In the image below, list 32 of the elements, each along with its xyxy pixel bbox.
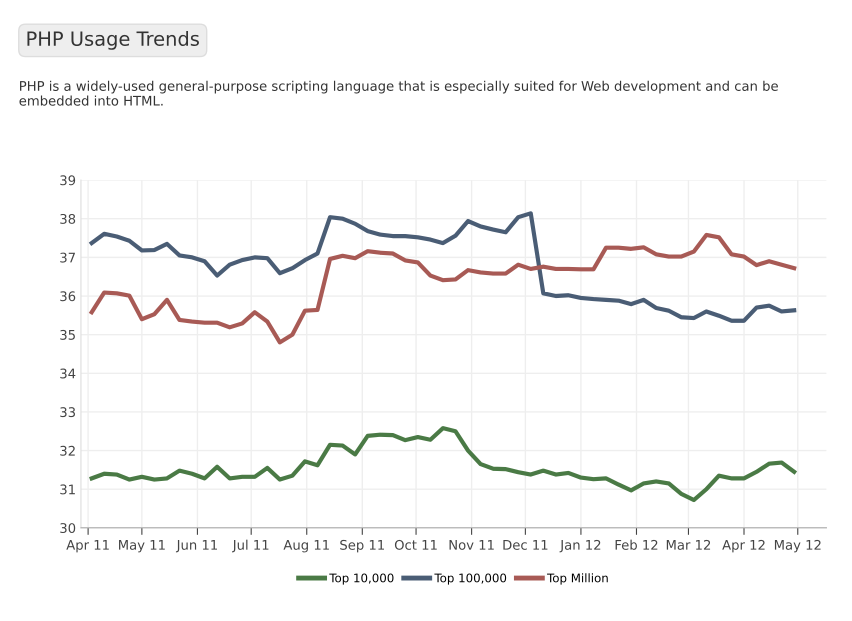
legend-label: Top 100,000 bbox=[434, 573, 506, 585]
x-tick-label: Jun 11 bbox=[176, 540, 218, 552]
legend-label: Top Million bbox=[547, 573, 608, 585]
y-tick-label: 37 bbox=[60, 252, 75, 263]
y-tick-label: 30 bbox=[60, 523, 76, 534]
y-tick-label: 34 bbox=[60, 368, 76, 378]
y-tick-label: 33 bbox=[60, 407, 76, 418]
x-tick-label: May 12 bbox=[774, 540, 821, 552]
x-tick-label: Apr 11 bbox=[66, 540, 109, 552]
line-series bbox=[90, 426, 796, 502]
x-tick-label: Sep 11 bbox=[340, 540, 384, 552]
y-tick-label: 38 bbox=[60, 214, 76, 224]
x-tick-label: Dec 11 bbox=[503, 540, 548, 550]
line-series bbox=[90, 232, 796, 344]
x-tick-label: Jul 11 bbox=[232, 540, 268, 552]
y-tick-label: 31 bbox=[60, 484, 75, 494]
chart-subtitle: PHP is a widely-used general-purpose scripting language that is especially suited for Web development and can be embedded into HTML. bbox=[19, 80, 778, 106]
x-tick-label: Feb 12 bbox=[616, 540, 658, 550]
x-tick-label: Oct 11 bbox=[394, 540, 437, 550]
x-tick-label: Apr 12 bbox=[722, 540, 765, 552]
y-tick-label: 35 bbox=[60, 330, 75, 340]
x-tick-label: Nov 11 bbox=[450, 540, 494, 550]
x-tick-label: Jan 12 bbox=[560, 540, 600, 552]
line-series bbox=[90, 211, 796, 323]
y-tick-label: 32 bbox=[60, 446, 75, 456]
x-tick-label: Mar 12 bbox=[666, 540, 710, 550]
y-tick-label: 39 bbox=[60, 175, 76, 186]
legend-label: Top 10,000 bbox=[329, 573, 394, 585]
x-tick-label: Aug 11 bbox=[283, 540, 329, 552]
y-tick-label: 36 bbox=[60, 291, 76, 302]
x-tick-label: May 11 bbox=[119, 540, 165, 552]
chart-title: PHP Usage Trends bbox=[27, 30, 199, 50]
